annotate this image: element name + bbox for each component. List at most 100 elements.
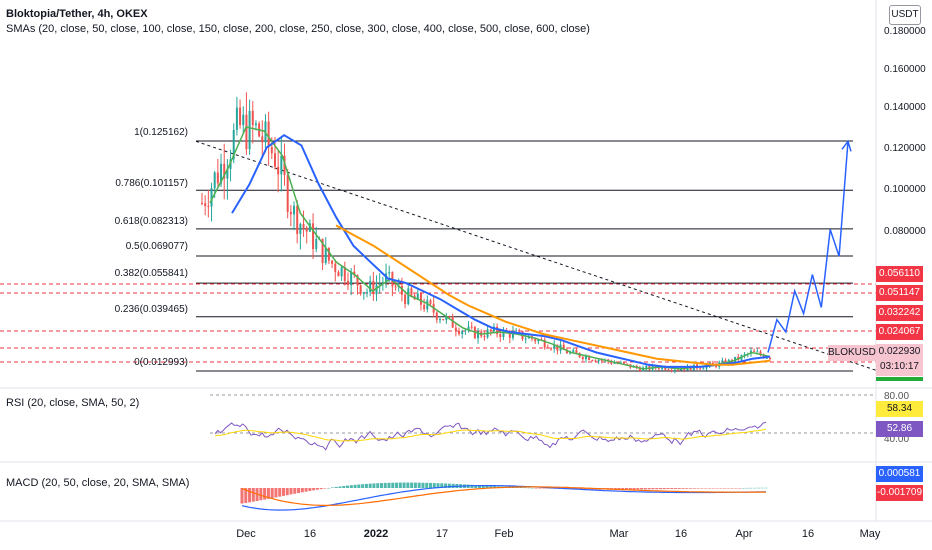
rsi-label: RSI (20, close, SMA, 50, 2) [6,397,140,409]
candle-body [470,326,473,328]
candle [550,346,553,351]
candle-body [324,247,327,263]
macd-histogram-bar [281,488,285,496]
candle [378,273,381,294]
candle-body [445,316,448,321]
macd-histogram-bar [523,487,527,489]
candle-body [600,359,603,361]
candle-body [661,366,664,369]
candle [610,359,613,366]
candle-body [305,227,308,232]
candle [699,367,702,370]
macd-histogram-bar [493,486,497,488]
sma-legend: SMAs (20, close, 50, close, 100, close, … [6,23,590,35]
macd-histogram-bar [387,482,391,488]
macd-histogram-bar [745,487,749,489]
macd-histogram-bar [312,488,316,491]
candle-body [591,360,594,362]
time-tick: 16 [674,528,688,540]
candle-body [280,155,283,175]
candle [296,199,299,244]
candle [461,329,464,339]
last-price-value: 0.022930 [878,346,921,357]
candle-body [334,263,337,273]
candle-body [286,175,289,212]
candle [334,260,337,282]
candle-body [518,330,521,332]
macd-histogram-bar [440,483,444,488]
macd-histogram-bar [372,483,376,488]
currency-unit-button[interactable]: USDT [889,5,921,25]
rsi-layer [210,394,876,451]
candle-body [562,344,565,350]
candle-body [610,361,613,364]
candle-body [483,336,486,338]
macd-histogram-bar [674,488,678,489]
candle [543,337,546,350]
fib-label: 0.236(0.039465) [114,304,188,315]
candle [575,347,578,353]
candle [315,226,318,253]
candle-body [613,363,616,365]
macd-histogram-bar [379,483,383,488]
macd-histogram-bar [425,482,429,488]
candle-body [261,136,264,143]
candle-body [207,206,210,208]
candle [267,111,270,166]
candle [496,323,499,338]
macd-histogram-bar [444,483,448,488]
candle [201,193,203,206]
macd-histogram-bar [417,482,421,488]
macd-histogram-bar [625,488,629,490]
candle-body [638,367,641,372]
candle [346,272,349,291]
candle-body [683,369,686,371]
macd-histogram-bar [711,488,715,489]
candle-body [372,280,375,295]
candle-body [502,330,505,338]
candle-body [201,202,203,204]
time-tick: Apr [735,528,753,540]
candle-body [429,300,432,304]
candle-body [388,272,391,274]
macd-histogram-bar [542,488,546,489]
candle [207,189,210,218]
candle [477,327,480,344]
candle [435,311,438,324]
candle [515,328,518,332]
candle-body [416,293,419,300]
macd-histogram-bar [621,488,625,490]
candle-body [251,110,254,126]
candle [331,259,334,269]
macd-histogram-bar [259,488,263,501]
candle-body [454,327,457,331]
candle [499,331,502,342]
candle-body [239,107,242,126]
sma-line [209,126,771,370]
candle-body [711,362,714,365]
candle-body [267,121,270,147]
macd-histogram-bar [696,488,700,489]
candle [597,358,600,365]
macd-histogram-bar [364,483,368,488]
candle-body [346,280,349,286]
candle-body [584,356,587,360]
candle-body [543,339,546,348]
symbol-tag: BLOKUSDT [828,345,882,361]
candle [502,327,505,341]
time-tick: Feb [494,528,514,540]
candle-body [588,356,591,361]
rsi-value: 52.86 [876,421,923,437]
macd-histogram-bar [658,488,662,490]
candle [553,340,556,353]
candle [470,321,473,330]
macd-histogram-bar [406,482,410,488]
macd-histogram-bar [515,487,519,488]
candle-body [461,331,464,334]
candle-body [575,350,578,353]
candle [721,357,724,364]
time-tick: Dec [236,528,256,540]
rsi-tick-top: 80.00 [884,391,910,402]
candle-body [442,319,445,321]
